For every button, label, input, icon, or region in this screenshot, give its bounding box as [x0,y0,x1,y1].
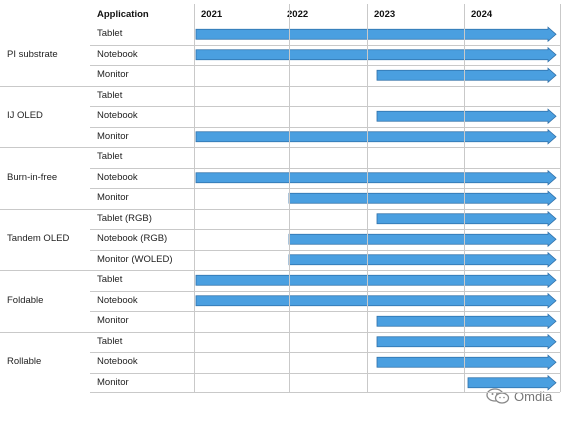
application-label: Monitor [97,315,129,326]
application-label: Monitor [97,192,129,203]
row-divider [90,188,560,189]
application-label: Notebook [97,172,138,183]
application-label: Monitor (WOLED) [97,254,173,265]
group-divider [0,332,560,333]
technology-label: IJ OLED [7,110,43,121]
group-divider [0,86,560,87]
application-label: Notebook [97,295,138,306]
row-divider [90,45,560,46]
application-label: Tablet [97,28,123,39]
grid-column-line [194,4,195,392]
application-label: Tablet [97,151,123,162]
row-divider [90,250,560,251]
timeline-arrow [376,354,557,371]
group-divider [0,270,560,271]
application-label: Notebook [97,110,138,121]
timeline-arrow [376,108,557,125]
application-label: Notebook [97,356,138,367]
grid-bottom-line [90,392,560,393]
technology-label: Burn-in-free [7,172,58,183]
application-label: Tablet [97,274,123,285]
row-divider [90,168,560,169]
watermark: Omdia [486,388,552,404]
timeline-arrow [195,26,557,43]
timeline-arrow [376,210,557,227]
watermark-text: Omdia [514,388,553,404]
row-divider [90,352,560,353]
application-label: Monitor [97,377,129,388]
row-divider [90,311,560,312]
application-label: Monitor [97,131,129,142]
header-year-2024: 2024 [471,9,493,20]
timeline-arrow [467,374,557,391]
technology-label: Foldable [7,295,44,306]
timeline-arrow [195,46,557,63]
header-year-2023: 2023 [374,9,396,20]
application-label: Tablet [97,336,123,347]
timeline-arrow [376,313,557,330]
group-divider [0,147,560,148]
timeline-arrow [195,169,557,186]
timeline-arrow [288,190,557,207]
timeline-arrow [195,272,557,289]
group-divider [0,209,560,210]
grid-column-line [464,4,465,392]
timeline-arrow [195,128,557,145]
application-label: Monitor [97,69,129,80]
row-divider [90,229,560,230]
timeline-arrow [376,67,557,84]
timeline-arrow [376,333,557,350]
timeline-arrow [195,292,557,309]
header-year-2022: 2022 [287,9,309,20]
row-divider [90,127,560,128]
row-divider [90,106,560,107]
application-label: Notebook (RGB) [97,233,168,244]
technology-label: Rollable [7,356,42,367]
row-divider [90,373,560,374]
technology-label: Tandem OLED [7,233,70,244]
application-label: Tablet (RGB) [97,213,152,224]
header-application: Application [97,9,149,20]
row-divider [90,291,560,292]
timeline-arrow [288,251,557,268]
application-label: Tablet [97,90,123,101]
header-year-2021: 2021 [201,9,223,20]
grid-column-line [289,4,290,392]
wechat-icon [486,388,510,404]
grid-column-line [560,4,561,392]
grid-column-line [367,4,368,392]
application-label: Notebook [97,49,138,60]
row-divider [90,65,560,66]
technology-label: PI substrate [7,49,58,60]
timeline-arrow [288,231,557,248]
